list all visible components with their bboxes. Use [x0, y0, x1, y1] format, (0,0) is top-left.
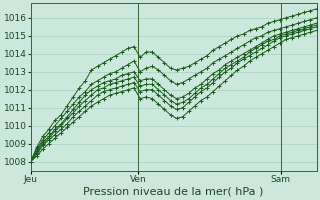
- X-axis label: Pression niveau de la mer( hPa ): Pression niveau de la mer( hPa ): [84, 187, 264, 197]
